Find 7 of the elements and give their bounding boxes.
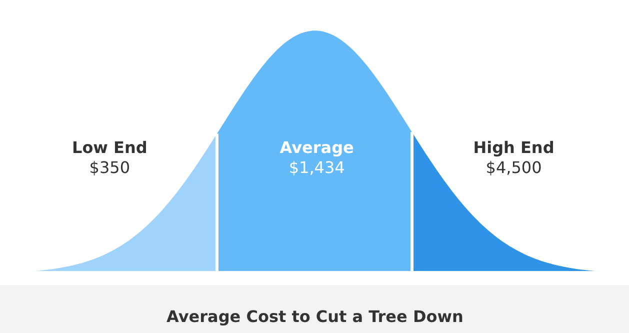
data-label: $350 [89, 158, 130, 177]
data-label: $1,434 [288, 158, 345, 177]
data-label: $4,500 [486, 158, 542, 177]
category-label: High End [473, 138, 554, 158]
text: Average Cost to Cut a Tree Down [166, 307, 464, 326]
category-label: Average [280, 138, 354, 158]
category-label: Low End [72, 138, 148, 158]
